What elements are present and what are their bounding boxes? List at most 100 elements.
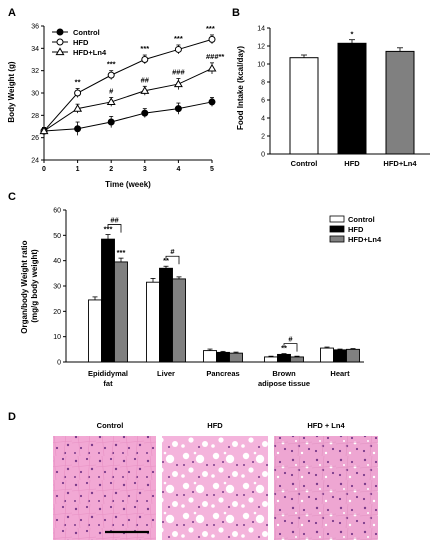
c-bar: [101, 238, 115, 363]
a-y-tick-label: 34: [31, 46, 39, 53]
a-point-hfd-ln4: [106, 97, 116, 106]
chart-b-ylabel: Food Intake (kcal/day): [236, 46, 245, 130]
a-significance-label: ###**: [206, 52, 224, 61]
a-point-hfd-ln4: [207, 63, 217, 72]
panel-label-b: B: [232, 7, 240, 19]
a-point-control: [174, 105, 182, 113]
b-category-label: Control: [291, 159, 318, 168]
b-y-tick-label: 14: [257, 26, 265, 33]
panel-label-c: C: [8, 191, 16, 203]
c-bar: [159, 267, 173, 363]
a-point-hfd: [174, 45, 182, 53]
c-category-label: adipose tissue: [258, 379, 310, 388]
a-significance-label: **: [75, 78, 81, 87]
panel-label-a: A: [8, 7, 16, 19]
a-point-hfd: [107, 71, 115, 79]
c-category-label: Epididymal: [88, 369, 128, 378]
c-category-label: fat: [103, 379, 113, 388]
a-series-line-hfd-ln4: [43, 67, 213, 132]
a-significance-label: ***: [140, 44, 149, 53]
a-x-tick-label: 4: [176, 166, 180, 173]
a-point-hfd: [74, 89, 82, 97]
c-bracket-label: #: [288, 335, 293, 344]
a-y-tick-label: 30: [31, 91, 39, 98]
c-bar: [146, 281, 160, 363]
b-bar: [289, 57, 319, 155]
a-legend-marker: [56, 38, 64, 46]
c-bar: [216, 351, 230, 363]
a-legend-marker: [55, 47, 65, 56]
a-x-tick-label: 5: [210, 166, 214, 173]
a-y-tick-label: 24: [31, 158, 39, 165]
b-y-tick-label: 6: [261, 98, 265, 105]
chart-c-ylabel-line1: Organ/body Weight ratio: [20, 240, 29, 333]
a-point-hfd: [141, 56, 149, 63]
a-x-tick-label: 3: [143, 166, 147, 173]
a-significance-label: ###: [172, 67, 185, 76]
b-bar: [385, 50, 415, 155]
a-point-control: [74, 125, 82, 133]
c-bar: [88, 299, 102, 363]
c-bar: [277, 353, 291, 363]
c-bar: [320, 347, 334, 363]
c-y-tick-label: 40: [53, 258, 61, 265]
panel-label-d: D: [8, 411, 16, 423]
a-significance-label: ***: [174, 34, 183, 43]
a-significance-label: ***: [107, 60, 116, 69]
c-y-tick-label: 20: [53, 309, 61, 316]
a-significance-label: ##: [141, 75, 150, 84]
c-legend-label: HFD+Ln4: [348, 235, 382, 244]
a-y-tick-label: 36: [31, 24, 39, 31]
c-legend-label: HFD: [348, 225, 364, 234]
micrograph-control-image: [53, 436, 156, 540]
a-significance-label: ***: [206, 24, 215, 33]
a-x-tick-label: 2: [109, 166, 113, 173]
a-point-hfd-ln4: [173, 79, 183, 88]
a-y-tick-label: 28: [31, 113, 39, 120]
chart-a-ylabel: Body Weight (g): [7, 61, 16, 123]
c-bar: [172, 278, 186, 363]
b-y-tick-label: 12: [257, 44, 265, 51]
c-significance-label: **: [281, 344, 287, 353]
a-y-tick-label: 32: [31, 68, 39, 75]
chart-c-ylabel-line2: (mg/g body weight): [30, 249, 39, 323]
micrograph-title-control: Control: [97, 421, 124, 430]
c-bracket-label: #: [170, 247, 175, 256]
micrograph-hfd-ln4-image: [274, 436, 378, 540]
micrograph-title-hfd-ln4: HFD + Ln4: [307, 421, 345, 430]
a-series-line-hfd: [43, 38, 213, 132]
b-y-tick-label: 0: [261, 152, 265, 159]
a-significance-label: #: [109, 86, 114, 95]
b-significance-label: *: [351, 30, 354, 39]
a-y-tick-label: 26: [31, 135, 39, 142]
a-legend-label: Control: [73, 28, 100, 37]
a-x-tick-label: 1: [76, 166, 80, 173]
c-category-label: Liver: [157, 369, 175, 378]
b-y-tick-label: 2: [261, 134, 265, 141]
a-point-hfd-ln4: [73, 104, 83, 112]
micrograph-panel: Control HFD HFD + Ln4: [53, 421, 378, 540]
c-category-label: Heart: [330, 369, 350, 378]
c-significance-label: ***: [104, 225, 113, 234]
c-bar: [264, 356, 278, 363]
c-bracket: [283, 343, 298, 352]
c-legend-swatch: [329, 215, 345, 223]
a-point-control: [208, 98, 216, 106]
food-intake-bar-chart: 0 2 4 6 8 10 12 14 Control HFD HFD+Ln4 *: [257, 26, 430, 168]
b-bar: [337, 42, 367, 155]
b-y-tick-label: 4: [261, 116, 265, 123]
micrograph-title-hfd: HFD: [207, 421, 223, 430]
c-bar: [346, 348, 360, 363]
chart-a-xlabel: Time (week): [105, 180, 151, 189]
c-bar: [290, 356, 304, 363]
c-bracket-label: ##: [110, 216, 119, 225]
a-point-control: [141, 109, 149, 117]
c-legend-label: Control: [348, 215, 375, 224]
c-legend-swatch: [329, 235, 345, 243]
b-category-label: HFD+Ln4: [383, 159, 417, 168]
c-category-label: Pancreas: [206, 369, 239, 378]
a-legend-marker: [56, 28, 64, 36]
a-series-line-control: [43, 101, 213, 132]
